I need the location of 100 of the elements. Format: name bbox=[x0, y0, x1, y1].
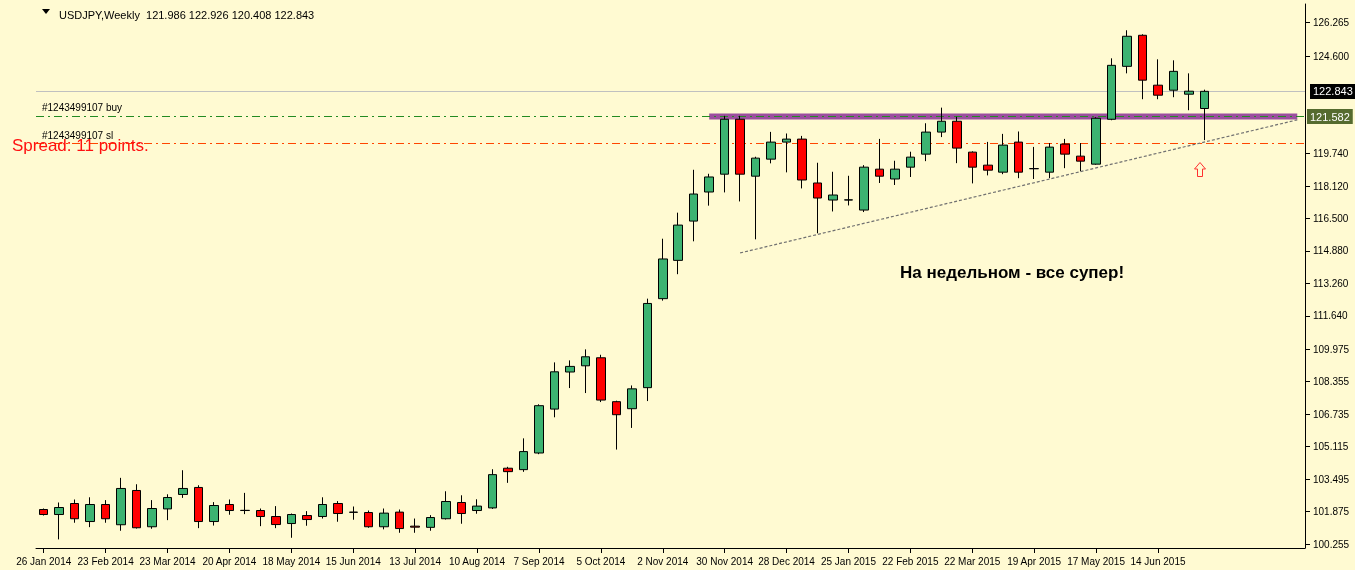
candlestick bbox=[132, 483, 141, 530]
candlestick bbox=[983, 141, 993, 176]
candlestick bbox=[673, 212, 683, 275]
x-tick-label: 23 Feb 2014 bbox=[77, 555, 135, 567]
candlestick bbox=[395, 509, 404, 534]
candlestick bbox=[349, 506, 358, 521]
candlestick bbox=[240, 492, 250, 515]
y-tick-label: 124.600 bbox=[1313, 50, 1350, 62]
candlestick bbox=[472, 498, 482, 515]
y-tick-label: 116.500 bbox=[1313, 212, 1349, 224]
candlestick bbox=[1060, 138, 1070, 169]
candlestick bbox=[410, 518, 420, 534]
y-tick-label: 114.880 bbox=[1313, 245, 1349, 257]
candlestick bbox=[735, 115, 745, 202]
candlestick bbox=[147, 499, 157, 530]
candlestick bbox=[457, 494, 466, 525]
y-tick-label: 100.255 bbox=[1313, 538, 1350, 550]
candlestick bbox=[751, 156, 760, 240]
candlestick bbox=[859, 164, 869, 213]
candlestick bbox=[581, 348, 590, 394]
candlestick bbox=[1200, 89, 1209, 141]
candlestick bbox=[1184, 72, 1194, 111]
x-tick-label: 14 Jun 2015 bbox=[1130, 555, 1186, 567]
candlestick bbox=[875, 138, 884, 184]
candlestick bbox=[441, 490, 451, 521]
y-tick-label: 101.875 bbox=[1313, 506, 1350, 518]
x-tick-label: 17 May 2015 bbox=[1067, 555, 1126, 567]
y-tick-label: 113.260 bbox=[1313, 277, 1349, 289]
candlestick bbox=[534, 403, 544, 455]
candlestick bbox=[550, 361, 559, 418]
candlestick bbox=[643, 298, 652, 402]
x-tick-label: 23 Mar 2014 bbox=[139, 555, 197, 567]
candlestick bbox=[271, 505, 281, 529]
candlestick bbox=[890, 160, 900, 186]
x-tick-label: 25 Jan 2015 bbox=[820, 555, 877, 567]
candlestick bbox=[704, 173, 714, 207]
candlestick bbox=[766, 131, 776, 164]
candlestick bbox=[70, 498, 79, 524]
candlestick bbox=[85, 496, 95, 528]
y-tick-label: 126.265 bbox=[1313, 17, 1350, 29]
candlestick bbox=[194, 484, 203, 529]
candlestick bbox=[968, 150, 977, 184]
candlestick bbox=[937, 107, 946, 138]
candlestick bbox=[101, 499, 110, 524]
x-tick-label: 19 Apr 2015 bbox=[1007, 555, 1062, 567]
x-tick-label: 20 Apr 2014 bbox=[202, 555, 257, 567]
x-tick-label: 5 Oct 2014 bbox=[576, 555, 626, 567]
candlestick bbox=[1045, 142, 1054, 179]
x-tick-label: 13 Jul 2014 bbox=[389, 555, 442, 567]
y-tick-label: 105.115 bbox=[1313, 441, 1349, 453]
candlestick bbox=[39, 508, 48, 517]
candlestick bbox=[828, 171, 838, 212]
x-tick-label: 28 Dec 2014 bbox=[758, 555, 816, 567]
x-tick-label: 18 May 2014 bbox=[262, 555, 321, 567]
candlestick bbox=[54, 502, 64, 540]
candlestick bbox=[1138, 33, 1147, 100]
y-tick-label: 108.355 bbox=[1313, 376, 1350, 388]
candlestick bbox=[797, 135, 807, 189]
x-tick-label: 30 Nov 2014 bbox=[696, 555, 754, 567]
y-tick-label: 109.975 bbox=[1313, 343, 1350, 355]
x-tick-label: 15 Jun 2014 bbox=[325, 555, 382, 567]
candlestick bbox=[596, 354, 606, 403]
candlestick bbox=[998, 133, 1008, 175]
ref-line-label: #1243499107 buy bbox=[42, 102, 123, 114]
candlestick bbox=[844, 175, 853, 206]
candlestick bbox=[1076, 142, 1085, 172]
y-tick-label: 118.120 bbox=[1313, 180, 1349, 192]
candlestick bbox=[782, 132, 791, 173]
candlestick bbox=[256, 508, 265, 527]
candlestick bbox=[906, 151, 915, 178]
candlestick bbox=[163, 493, 172, 521]
candlestick bbox=[612, 400, 621, 451]
candlestick bbox=[1014, 130, 1023, 179]
candlestick bbox=[364, 510, 373, 529]
chart-title: USDJPY,Weekly 121.986 122.926 120.408 122.843 bbox=[59, 8, 315, 21]
candlestick bbox=[813, 162, 822, 234]
candlestick bbox=[209, 501, 219, 527]
candlestick bbox=[1091, 116, 1101, 166]
y-tick-label: 103.495 bbox=[1313, 473, 1350, 485]
y-tick-label: 111.640 bbox=[1313, 310, 1349, 322]
candlestick bbox=[519, 437, 528, 473]
candlestick bbox=[225, 498, 234, 516]
candlestick bbox=[627, 384, 637, 429]
text: 121.582 bbox=[1310, 110, 1350, 123]
candlestick bbox=[1107, 57, 1116, 121]
x-tick-label: 2 Nov 2014 bbox=[637, 555, 689, 567]
candlestick bbox=[1029, 146, 1039, 180]
candlestick bbox=[1122, 29, 1132, 74]
candlestick bbox=[503, 466, 513, 484]
candlestick bbox=[302, 510, 312, 527]
x-tick-label: 26 Jan 2014 bbox=[16, 555, 72, 567]
candlestick bbox=[565, 359, 575, 389]
x-tick-label: 22 Mar 2015 bbox=[944, 555, 1001, 567]
candlestick bbox=[1169, 59, 1178, 98]
candlestick bbox=[426, 514, 435, 532]
candlestick bbox=[921, 122, 931, 162]
candlestick bbox=[178, 469, 188, 499]
x-tick-label: 7 Sep 2014 bbox=[513, 555, 565, 567]
y-tick-label: 106.735 bbox=[1313, 408, 1350, 420]
x-tick-label: 22 Feb 2015 bbox=[882, 555, 939, 567]
